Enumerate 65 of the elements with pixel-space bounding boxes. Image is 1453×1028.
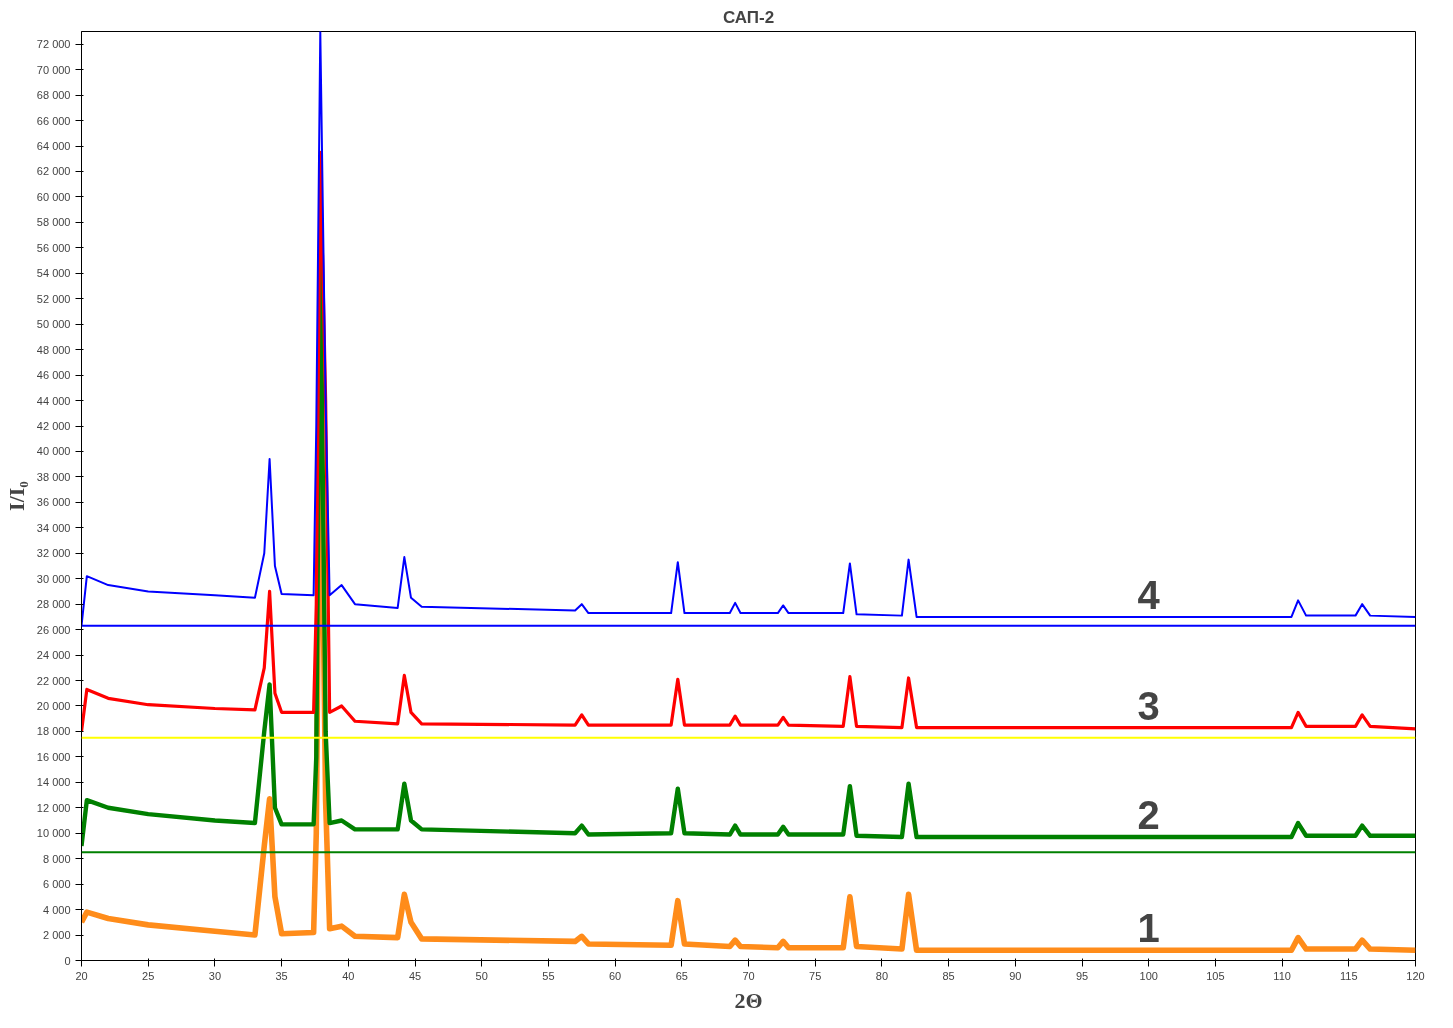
chart-title: САП-2 [722, 7, 775, 27]
y-tick-label: 30 000 [36, 572, 71, 585]
x-tick-label: 25 [142, 969, 155, 982]
y-tick-label: 64 000 [36, 140, 71, 153]
y-tick-label: 68 000 [36, 89, 71, 102]
x-tick-label: 45 [408, 969, 422, 982]
y-tick-label: 24 000 [36, 649, 71, 662]
y-tick-label: 50 000 [36, 318, 71, 331]
x-tick-label: 35 [275, 969, 288, 982]
x-tick-label: 55 [542, 969, 555, 982]
y-tick-label: 8 000 [42, 852, 71, 865]
x-tick-label: 65 [675, 969, 688, 982]
y-tick-label: 54 000 [36, 267, 71, 280]
y-tick-label: 44 000 [36, 394, 71, 407]
x-tick-label: 75 [809, 969, 822, 982]
y-tick-label: 40 000 [36, 445, 71, 458]
series-label: 3 [1137, 683, 1160, 728]
x-tick-label: 20 [75, 969, 88, 982]
y-tick-label: 0 [64, 954, 71, 967]
y-tick-label: 62 000 [36, 165, 71, 178]
y-tick-label: 14 000 [36, 776, 71, 789]
y-tick-label: 66 000 [36, 114, 71, 127]
x-tick-label: 50 [475, 969, 488, 982]
x-tick-label: 60 [608, 969, 622, 982]
x-tick-label: 80 [875, 969, 889, 982]
x-tick-label: 110 [1273, 969, 1291, 982]
y-tick-label: 2 000 [42, 929, 71, 942]
y-tick-label: 58 000 [36, 216, 71, 229]
y-tick-label: 70 000 [36, 63, 71, 76]
series-label: 2 [1137, 793, 1160, 838]
y-tick-label: 12 000 [36, 801, 71, 814]
series-label: 4 [1137, 572, 1161, 617]
x-tick-label: 120 [1406, 969, 1425, 982]
y-tick-label: 16 000 [36, 750, 71, 763]
y-tick-label: 18 000 [36, 725, 71, 738]
series-label: 1 [1137, 906, 1160, 951]
y-tick-label: 60 000 [36, 190, 71, 203]
y-tick-label: 46 000 [36, 369, 71, 382]
y-tick-label: 34 000 [36, 521, 71, 534]
y-tick-label: 28 000 [36, 598, 71, 611]
x-tick-label: 40 [342, 969, 355, 982]
y-tick-label: 56 000 [36, 241, 71, 254]
y-tick-label: 52 000 [36, 292, 71, 305]
x-tick-label: 30 [208, 969, 222, 982]
x-tick-label: 70 [742, 969, 755, 982]
y-tick-label: 72 000 [36, 38, 71, 51]
y-tick-label: 36 000 [36, 496, 71, 509]
y-tick-label: 20 000 [36, 699, 71, 712]
y-tick-label: 22 000 [36, 674, 71, 687]
x-tick-label: 85 [942, 969, 955, 982]
x-tick-label: 105 [1206, 969, 1225, 982]
y-tick-label: 48 000 [36, 343, 71, 356]
x-tick-label: 100 [1139, 969, 1158, 982]
y-tick-label: 38 000 [36, 470, 71, 483]
y-tick-label: 10 000 [36, 827, 71, 840]
x-tick-label: 115 [1340, 969, 1358, 982]
x-tick-label: 90 [1009, 969, 1022, 982]
y-axis-title: I/I₀ [3, 480, 29, 511]
y-tick-label: 26 000 [36, 623, 71, 636]
y-tick-label: 6 000 [42, 878, 71, 891]
y-tick-label: 32 000 [36, 547, 71, 560]
x-axis-title: 2Θ [734, 987, 763, 1013]
x-tick-label: 95 [1075, 969, 1089, 982]
y-tick-label: 42 000 [36, 420, 71, 433]
y-tick-label: 4 000 [42, 903, 71, 916]
